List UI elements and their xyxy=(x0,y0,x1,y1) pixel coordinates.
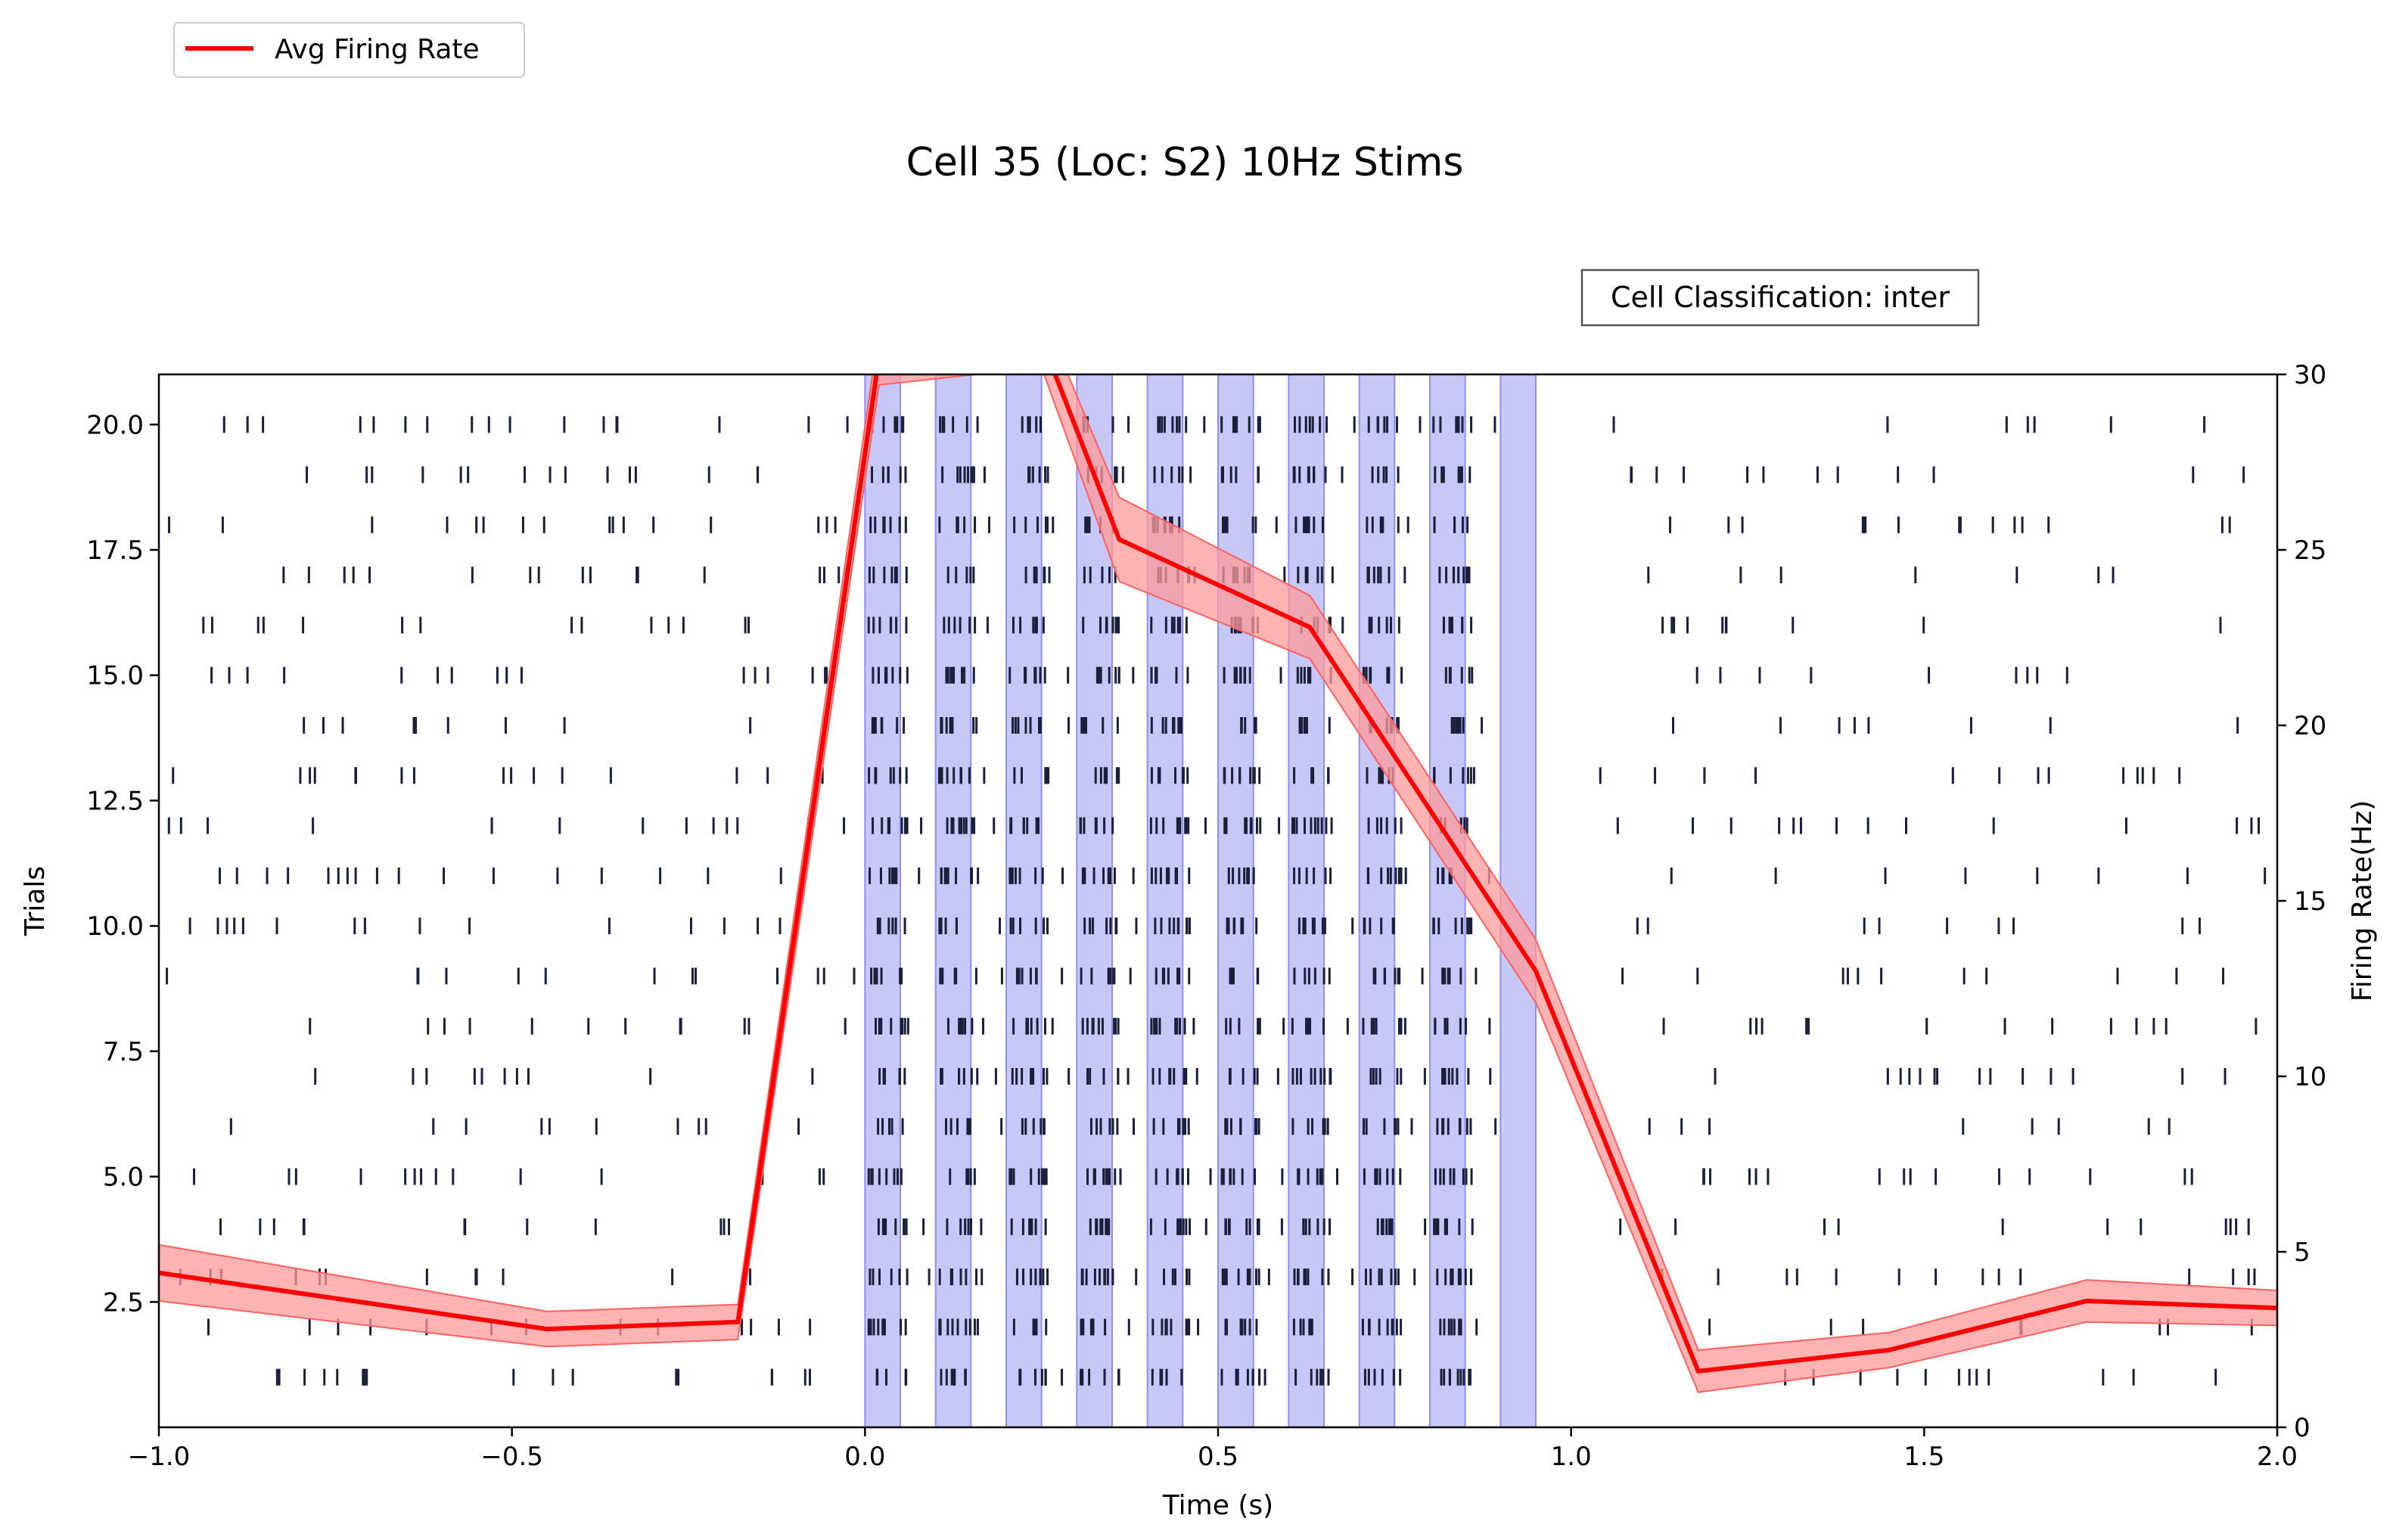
chart-title: Cell 35 (Loc: S2) 10Hz Stims xyxy=(906,140,1464,185)
classification-frame xyxy=(1580,269,1980,327)
y-left-tick-label: 15.0 xyxy=(86,661,144,691)
classification-text: Cell Classification: inter xyxy=(1611,281,1950,314)
y-left-tick-label: 12.5 xyxy=(86,786,144,816)
x-tick-label: −0.5 xyxy=(480,1442,543,1472)
raster-trial-7 xyxy=(314,1068,2227,1085)
stim-window-2 xyxy=(934,374,972,1427)
y-right-tick-label: 15 xyxy=(2294,886,2326,917)
raster-trial-9 xyxy=(166,967,2225,985)
y-left-tick-label: 17.5 xyxy=(86,536,144,566)
raster-trial-18 xyxy=(168,516,2231,533)
y-left-tick-label: 5.0 xyxy=(103,1163,144,1193)
firing-rate-line xyxy=(159,374,2277,1374)
x-tick-label: −1.0 xyxy=(128,1442,191,1472)
y-left-axis-ticks: 2.5 5.0 7.5 10.0 12.5 15.0 17.5 20.0 xyxy=(86,410,159,1318)
raster-trial-13 xyxy=(172,767,2181,784)
y-right-tick-label: 20 xyxy=(2294,711,2326,741)
x-tick-label: 1.5 xyxy=(1903,1442,1944,1472)
y-left-tick-label: 20.0 xyxy=(86,410,144,440)
stim-window-6 xyxy=(1217,374,1254,1427)
y-right-axis-label: Firing Rate(Hz) xyxy=(2347,800,2378,1002)
y-right-tick-label: 0 xyxy=(2294,1413,2311,1443)
raster-trial-20 xyxy=(222,416,2206,433)
y-right-tick-label: 25 xyxy=(2294,536,2326,566)
stim-window-4 xyxy=(1076,374,1114,1427)
stim-window-7 xyxy=(1288,374,1325,1427)
raster-trial-5 xyxy=(193,1168,2193,1185)
x-tick-label: 1.0 xyxy=(1551,1442,1592,1472)
stim-window-8 xyxy=(1358,374,1396,1427)
firing-rate-sem-band xyxy=(159,374,2277,1393)
stim-window-1 xyxy=(864,374,902,1427)
raster-trial-12 xyxy=(167,817,2261,834)
y-left-tick-label: 7.5 xyxy=(103,1037,144,1067)
raster-trial-6 xyxy=(229,1118,2171,1135)
y-right-tick-label: 10 xyxy=(2294,1062,2326,1092)
x-tick-label: 0.0 xyxy=(844,1442,885,1472)
raster-trial-10 xyxy=(188,917,2201,935)
x-axis-ticks: −1.0 −0.5 0.0 0.5 1.0 1.5 2.0 xyxy=(128,1427,2298,1472)
stim-windows xyxy=(864,374,1537,1427)
legend-frame xyxy=(173,22,525,78)
stim-window-3 xyxy=(1005,374,1043,1427)
stim-window-9 xyxy=(1429,374,1466,1427)
x-tick-label: 2.0 xyxy=(2257,1442,2298,1472)
raster-trial-4 xyxy=(219,1218,2250,1235)
raster-trial-3 xyxy=(179,1268,2256,1286)
x-tick-label: 0.5 xyxy=(1198,1442,1238,1472)
y-right-axis-ticks: 0 5 10 15 20 25 30 xyxy=(2277,360,2326,1443)
spike-raster xyxy=(166,416,2267,1386)
y-left-tick-label: 10.0 xyxy=(86,911,144,942)
x-axis-label: Time (s) xyxy=(1162,1490,1273,1521)
raster-trial-14 xyxy=(303,717,2239,734)
y-left-tick-label: 2.5 xyxy=(103,1287,144,1318)
raster-trial-17 xyxy=(282,567,2115,584)
raster-trial-19 xyxy=(306,466,2245,483)
y-left-axis-label: Trials xyxy=(20,866,51,936)
raster-trial-15 xyxy=(210,666,2068,684)
legend-label: Avg Firing Rate xyxy=(275,34,480,65)
classification-box: Cell Classification: inter xyxy=(1580,269,1980,327)
y-right-tick-label: 5 xyxy=(2294,1237,2311,1268)
y-right-tick-label: 30 xyxy=(2294,360,2326,390)
raster-trial-8 xyxy=(309,1017,2258,1035)
raster-trial-1 xyxy=(275,1368,2217,1386)
legend: Avg Firing Rate xyxy=(173,22,525,78)
